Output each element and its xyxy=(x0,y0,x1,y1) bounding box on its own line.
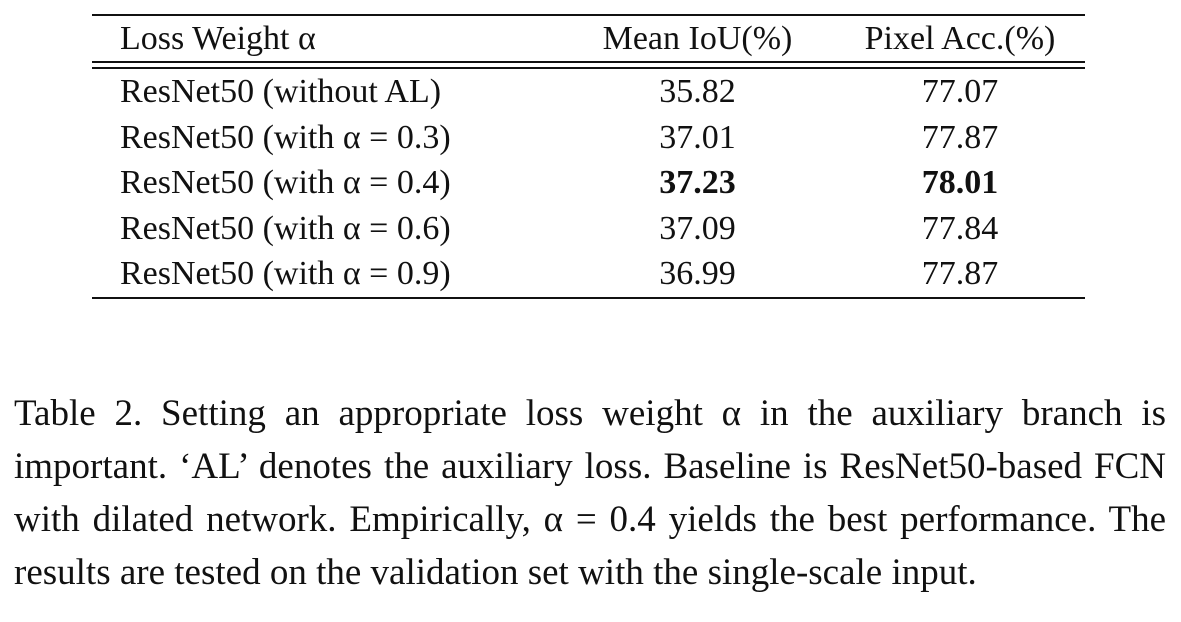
table-header-row: Loss Weight α Mean IoU(%) Pixel Acc.(%) xyxy=(92,15,1085,62)
cell-mean-iou: 37.01 xyxy=(659,118,736,156)
results-table: Loss Weight α Mean IoU(%) Pixel Acc.(%) … xyxy=(92,14,1085,299)
header-loss-weight: Loss Weight α xyxy=(120,20,316,57)
cell-method: ResNet50 (with α = 0.9) xyxy=(120,255,451,293)
caption-label: Table 2. xyxy=(14,393,143,434)
header-double-rule xyxy=(92,61,1085,69)
cell-mean-iou: 36.99 xyxy=(659,255,736,293)
cell-pixel-acc: 77.87 xyxy=(921,118,999,156)
table-row: ResNet50 (with α = 0.4) 37.23 78.01 xyxy=(92,160,1085,206)
cell-method: ResNet50 (without AL) xyxy=(120,73,442,111)
cell-method: ResNet50 (with α = 0.4) xyxy=(120,164,451,202)
cell-pixel-acc: 77.87 xyxy=(921,255,999,293)
table-caption: Table 2. Setting an appropriate loss wei… xyxy=(14,387,1166,599)
cell-pixel-acc: 77.07 xyxy=(921,73,999,111)
cell-mean-iou: 37.09 xyxy=(659,209,736,247)
table-row: ResNet50 (without AL) 35.82 77.07 xyxy=(92,68,1085,115)
table-row: ResNet50 (with α = 0.6) 37.09 77.84 xyxy=(92,206,1085,252)
cell-pixel-acc: 78.01 xyxy=(921,164,999,202)
cell-method: ResNet50 (with α = 0.3) xyxy=(120,118,451,156)
table-body: ResNet50 (without AL) 35.82 77.07 ResNet50 … xyxy=(92,68,1085,298)
header-pixel-acc: Pixel Acc.(%) xyxy=(864,20,1056,57)
cell-mean-iou: 37.23 xyxy=(659,164,736,202)
table-row: ResNet50 (with α = 0.9) 36.99 77.87 xyxy=(92,251,1085,298)
cell-mean-iou: 35.82 xyxy=(659,73,736,111)
table-row: ResNet50 (with α = 0.3) 37.01 77.87 xyxy=(92,115,1085,161)
cell-pixel-acc: 77.84 xyxy=(921,209,999,247)
results-table-container: Loss Weight α Mean IoU(%) Pixel Acc.(%) … xyxy=(92,14,1085,299)
caption-text: Setting an appropriate loss weight α in … xyxy=(14,393,1166,593)
header-mean-iou: Mean IoU(%) xyxy=(602,20,793,57)
cell-method: ResNet50 (with α = 0.6) xyxy=(120,209,451,247)
